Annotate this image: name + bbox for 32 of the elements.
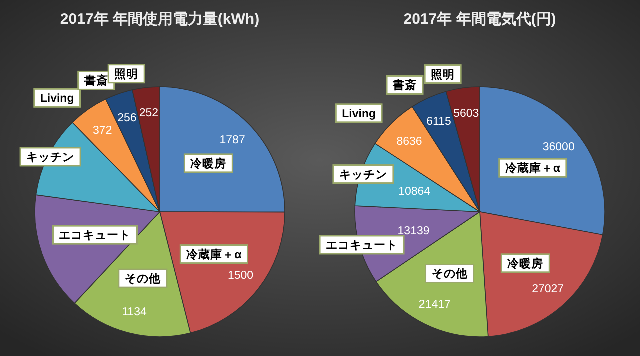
slice-label: 照明 <box>114 68 139 81</box>
slice-label: Living <box>40 93 74 106</box>
slice-label: 書斎 <box>83 74 108 88</box>
data-label: 1134 <box>122 306 148 318</box>
data-label: 8636 <box>396 136 422 148</box>
slice-label: 冷蔵庫＋α <box>505 161 560 176</box>
data-label: 27027 <box>532 284 564 296</box>
slice-label: 冷暖房 <box>508 256 544 270</box>
slice-label: 冷蔵庫＋α <box>186 247 242 262</box>
data-label: 13139 <box>398 226 430 238</box>
data-label: 256 <box>118 112 137 125</box>
chart-title: 2017年 年間電気代(円) <box>404 11 556 28</box>
data-label: 252 <box>139 108 159 120</box>
slice-label: 冷暖房 <box>190 156 227 170</box>
chart-title: 2017年 年間使用電力量(kWh) <box>60 11 260 28</box>
data-label: 21417 <box>418 299 451 312</box>
slice-label: 照明 <box>431 68 456 82</box>
slice-label: キッチン <box>339 169 388 182</box>
slice-label: その他 <box>432 268 469 281</box>
slice-label: Living <box>342 108 376 120</box>
data-label: 372 <box>93 125 112 138</box>
data-label: 10864 <box>398 186 432 198</box>
slice-label: エコキュート <box>59 230 132 242</box>
slice-label: キッチン <box>26 152 75 164</box>
data-label: 5603 <box>454 108 480 120</box>
data-label: 36000 <box>542 142 575 154</box>
slice-label: 書斎 <box>392 78 418 92</box>
slice-label: その他 <box>124 272 162 286</box>
data-label: 1500 <box>228 270 254 282</box>
data-label: 6115 <box>426 116 452 128</box>
slice-label: エコキュート <box>326 240 398 252</box>
data-label: 1787 <box>220 134 246 147</box>
